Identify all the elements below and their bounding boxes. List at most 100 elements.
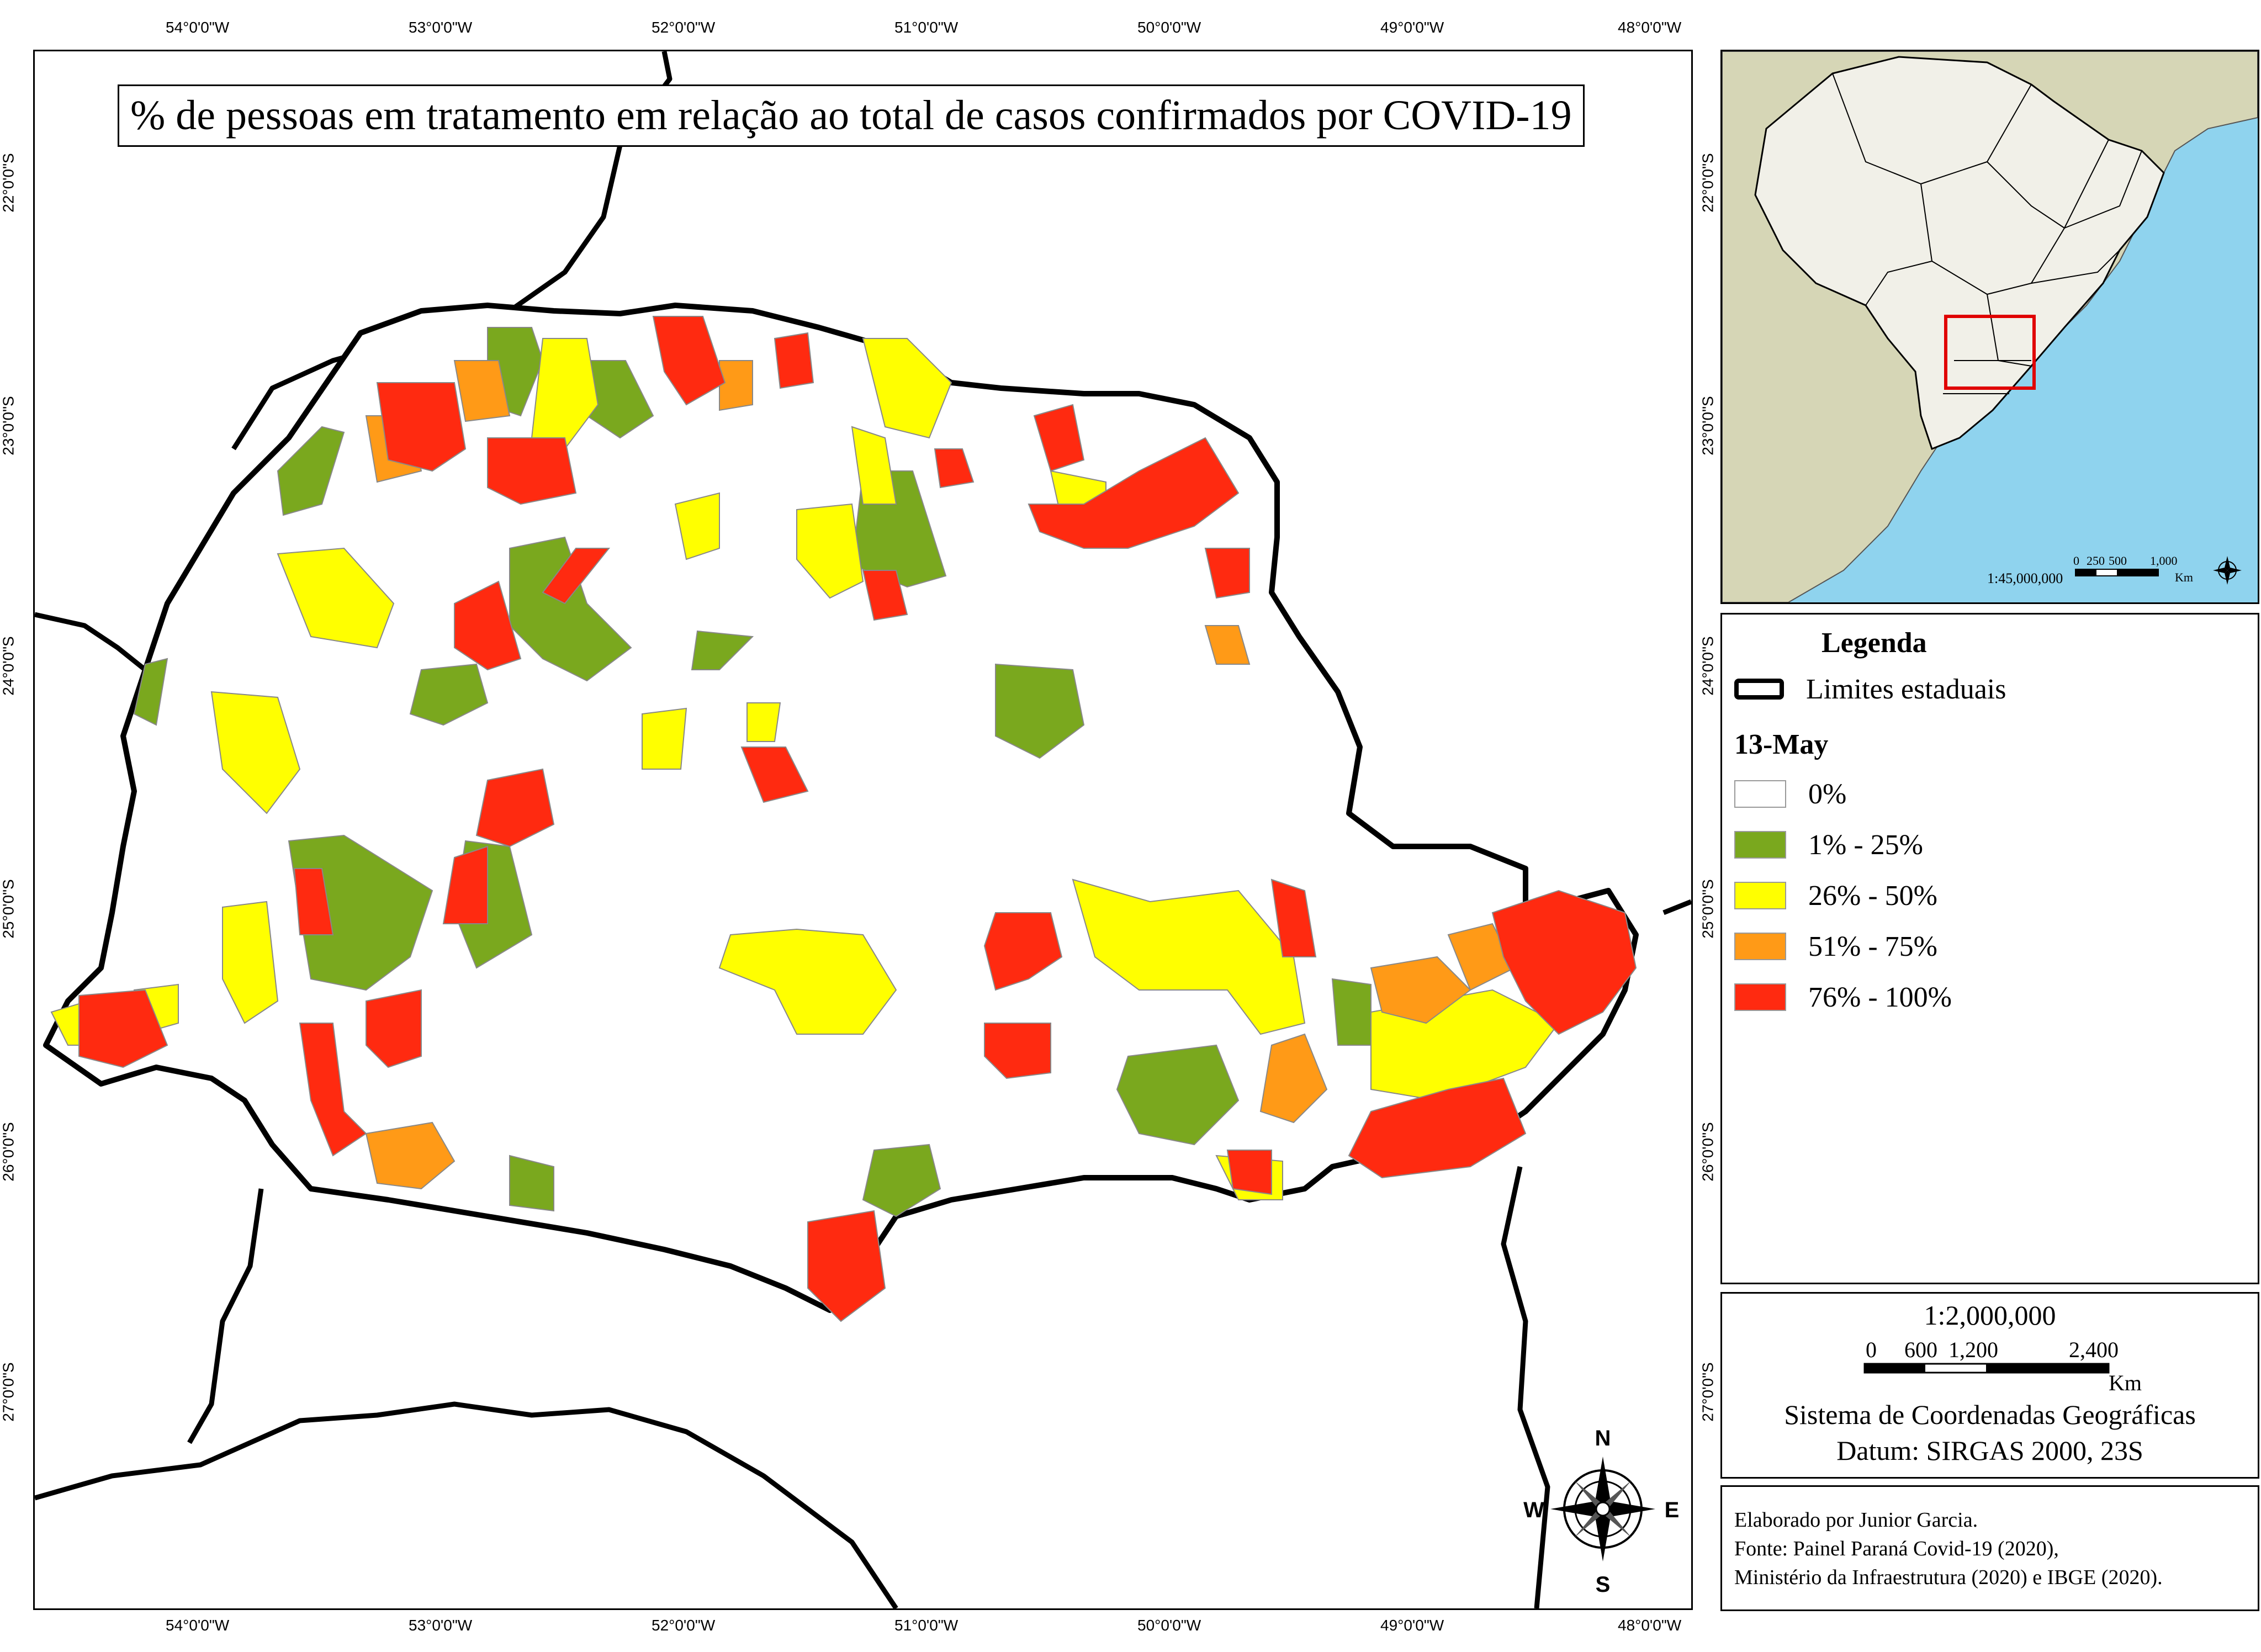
municipality-yellow-11 [1072,878,1306,1035]
legend-swatch-4 [1734,983,1786,1011]
legend-class-label-1: 1% - 25% [1808,829,1923,861]
legend-swatch-2 [1734,882,1786,909]
lon-tick-bottom-3: 52°0'0"W [652,1617,716,1634]
inset-scale-bar [2075,569,2159,576]
municipality-yellow-5 [674,492,720,560]
compass-n-label: N [1595,1426,1611,1450]
municipality-green-1 [277,426,345,516]
scale-label-0: 0 [1866,1337,1877,1362]
lat-tick-right-6: 27°0'0"S [1699,1362,1717,1422]
municipality-yellow-9 [746,702,781,742]
municipality-red-8 [1204,548,1250,599]
scale-unit: Km [2109,1370,2142,1395]
municipality-green-5 [409,663,489,726]
lat-tick-right-1: 22°0'0"S [1699,153,1717,213]
inset-scale-label-250: 250 [2087,554,2105,568]
legend-class-label-4: 76% - 100% [1808,981,1952,1013]
lat-tick-right-5: 26°0'0"S [1699,1122,1717,1182]
compass-rose [1550,1457,1655,1561]
municipality-red-25 [807,1210,886,1322]
municipality-yellow-2 [862,338,952,439]
lat-tick-right-3: 24°0'0"S [1699,636,1717,696]
legend-title: Legenda [1821,627,1927,659]
compass-e-label: E [1665,1498,1680,1522]
legend-row-class-2: 26% - 50% [1734,876,1937,915]
municipality-green-13 [1331,978,1372,1046]
lon-tick-top-7: 48°0'0"W [1618,19,1682,36]
legend-class-label-3: 51% - 75% [1808,930,1937,962]
legend-row-class-0: 0% [1734,775,1846,813]
brazil-state-lines [1832,73,2142,394]
state-limit-west [35,612,147,672]
municipality-red-7 [1028,437,1240,549]
legend-row-class-1: 1% - 25% [1734,825,1923,864]
municipality-green-14 [862,1143,941,1217]
municipality-yellow-6 [277,547,395,649]
municipality-orange-8 [365,1121,456,1190]
municipality-red-9 [862,570,908,621]
lon-tick-top-4: 51°0'0"W [894,19,959,36]
inset-scale-label-1000: 1,000 [2150,554,2178,568]
municipality-yellow-4 [796,503,864,599]
municipality-green-4 [509,536,632,682]
inset-scale-label-500: 500 [2109,554,2127,568]
lon-tick-bottom-5: 50°0'0"W [1137,1617,1201,1634]
lon-tick-bottom-4: 51°0'0"W [894,1617,959,1634]
municipality-red-21 [1270,878,1317,957]
parana-locator-box [1944,315,2036,390]
inset-scale-label-0: 0 [2073,554,2079,568]
lat-tick-left-3: 24°0'0"S [0,636,17,696]
lat-tick-left-6: 27°0'0"S [0,1362,17,1422]
legend-boundary-label: Limites estaduais [1806,673,2006,705]
state-limit-southwest [187,1188,264,1444]
municipality-red-11 [542,548,611,605]
scale-bar [1863,1363,2110,1374]
credits-source-2: Ministério da Infraestrutura (2020) e IB… [1734,1566,2163,1589]
lon-tick-top-3: 52°0'0"W [652,19,716,36]
municipality-red-22 [1348,1077,1527,1179]
scale-bar-svg: 0 600 1,200 2,400 Km [1863,1337,2142,1395]
credits-box: Elaborado por Junior Garcia. Fonte: Pain… [1720,1485,2259,1611]
state-limit-south [35,1401,898,1608]
legend-swatch-0 [1734,780,1786,808]
credits-source-1: Fonte: Painel Paraná Covid-19 (2020), [1734,1537,2059,1560]
scale-label-1200: 1,200 [1948,1337,1998,1362]
legend-row-class-4: 76% - 100% [1734,978,1952,1016]
municipality-orange-2 [453,360,511,422]
municipality-green-8 [995,663,1085,759]
inset-map-svg: 1:45,000,000 0 250 500 1,000 Km [1722,51,2258,602]
municipality-yellow-10 [718,928,897,1035]
scale-ratio: 1:2,000,000 [1924,1300,2056,1331]
municipality-red-10 [454,580,522,671]
municipality-green-12 [1116,1044,1240,1146]
coast-east [1662,899,1691,915]
legend-date: 13-May [1734,729,1829,760]
credits-author: Elaborado por Junior Garcia. [1734,1508,1978,1532]
legend-swatch-1 [1734,831,1786,859]
lat-tick-right-2: 23°0'0"S [1699,396,1717,456]
legend-row-class-3: 51% - 75% [1734,927,1937,966]
inset-locator-map: 1:45,000,000 0 250 500 1,000 Km [1720,50,2259,604]
lat-tick-left-5: 26°0'0"S [0,1122,17,1182]
lon-tick-bottom-2: 53°0'0"W [409,1617,473,1634]
municipality-orange-3 [719,360,753,411]
legend-box: Legenda Limites estaduais 13-May 0% 1% -… [1720,613,2259,1284]
compass-s-label: S [1596,1572,1611,1597]
scale-label-600: 600 [1904,1337,1937,1362]
municipality-red-14 [442,845,488,924]
legend-row-boundary: Limites estaduais [1734,670,2006,708]
municipality-green-9 [133,658,168,726]
municipality-orange-7 [1259,1033,1328,1124]
lat-tick-left-4: 25°0'0"S [0,879,17,939]
inset-scale-unit: Km [2175,570,2193,584]
boundary-swatch [1734,679,1784,700]
municipality-red-19 [983,912,1063,991]
municipality-red-24 [1226,1150,1272,1195]
municipality-red-6 [934,448,975,489]
inset-compass-icon [2213,556,2242,585]
lon-tick-top-6: 49°0'0"W [1380,19,1444,36]
map-title: % de pessoas em tratamento em relação ao… [118,84,1585,147]
municipality-green-6 [691,630,754,670]
municipality-red-4 [774,332,814,389]
municipality-green-15 [509,1155,554,1212]
